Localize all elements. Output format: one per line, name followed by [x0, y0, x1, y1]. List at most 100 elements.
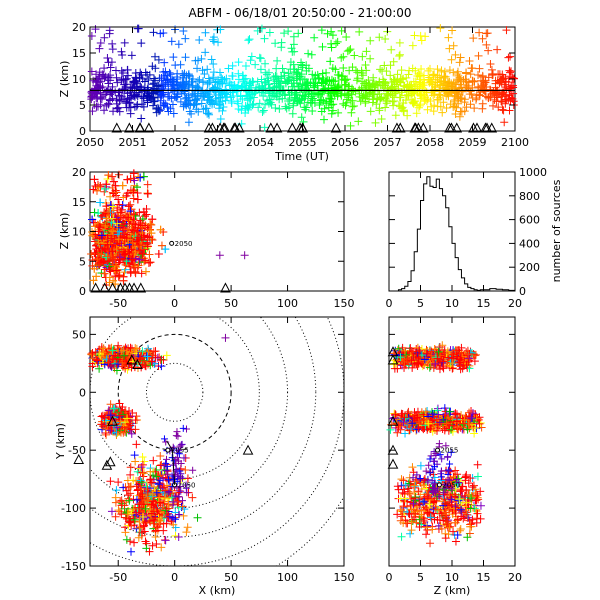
time-height-source — [435, 93, 444, 102]
time-height-source — [456, 53, 465, 62]
time-height-source — [327, 27, 336, 36]
time-height-source — [424, 66, 433, 75]
time-height-source — [191, 95, 200, 104]
time-height-source — [228, 61, 237, 70]
time-height-source — [381, 94, 390, 103]
time-height-source — [255, 99, 264, 108]
time-height-source — [201, 48, 210, 57]
time-height-source — [481, 87, 490, 96]
time-height-source — [297, 58, 306, 67]
time-height-source — [395, 51, 404, 60]
time-height-source — [247, 52, 256, 61]
time-height-source — [197, 54, 206, 63]
time-height-source — [397, 88, 406, 97]
time-height-source — [259, 106, 268, 115]
time-height-source — [377, 93, 386, 102]
time-height-source — [505, 66, 514, 75]
time-height-source — [431, 75, 440, 84]
time-height-source — [507, 67, 516, 76]
time-height-source — [416, 31, 425, 40]
plan-source — [132, 440, 141, 449]
time-height-source — [486, 59, 495, 68]
time-height-source — [310, 75, 319, 84]
x-height-source — [118, 181, 127, 190]
time-height-source — [166, 70, 175, 79]
plan-source — [173, 428, 181, 436]
time-height-source — [297, 70, 306, 79]
time-height-source — [257, 75, 266, 84]
time-height-source — [318, 69, 327, 78]
time-height-source — [120, 38, 129, 47]
time-height-source — [333, 70, 342, 79]
time-height-source — [243, 96, 252, 105]
time-height-source — [117, 76, 126, 85]
time-height-source — [458, 87, 467, 96]
time-height-source — [280, 71, 289, 80]
time-height-source — [440, 67, 449, 76]
time-height-source — [140, 87, 149, 96]
time-height-source — [339, 52, 348, 61]
plan-source — [138, 460, 147, 469]
time-height-source — [402, 91, 411, 100]
time-height-source — [105, 26, 114, 35]
time-height-source — [292, 68, 301, 77]
plan-source — [179, 497, 187, 505]
time-height-source — [410, 97, 419, 106]
time-height-source — [415, 101, 424, 110]
time-height-source — [224, 64, 233, 73]
time-height-source — [331, 65, 340, 74]
plan-source — [188, 493, 197, 502]
time-height-source — [205, 110, 214, 119]
time-height-source — [454, 94, 463, 103]
time-height-source — [401, 96, 410, 105]
plan-source — [182, 528, 191, 537]
time-height-source — [429, 91, 438, 100]
x-height-outlier — [215, 251, 224, 260]
figure-title: ABFM - 06/18/01 20:50:00 - 21:00:00 — [188, 6, 411, 20]
time-height-source — [227, 98, 236, 107]
time-height-source — [479, 85, 488, 94]
time-height-source — [469, 34, 478, 43]
time-height-source — [143, 70, 152, 79]
time-height-source — [436, 24, 445, 33]
time-height-source — [376, 65, 385, 74]
time-height-source — [426, 97, 435, 106]
time-height-source — [169, 109, 178, 118]
time-height-source — [476, 76, 485, 85]
time-height-source — [156, 96, 165, 105]
time-height-source — [493, 45, 502, 54]
time-height-source — [326, 89, 335, 98]
time-height-source — [508, 81, 517, 90]
time-height-source — [100, 33, 109, 42]
time-height-source — [289, 40, 298, 49]
time-height-source — [465, 56, 474, 65]
time-height-source — [494, 103, 503, 112]
x-height-source — [96, 198, 105, 207]
time-height-source — [462, 68, 471, 77]
range-ring — [90, 317, 260, 480]
time-height-source — [264, 76, 273, 85]
time-height-source — [254, 103, 263, 112]
time-height-source — [489, 87, 498, 96]
time-height-source — [441, 72, 450, 81]
time-height-source — [478, 71, 487, 80]
time-height-source — [281, 79, 290, 88]
time-height-source — [112, 73, 121, 82]
time-height-source — [137, 39, 146, 48]
time-height-source — [201, 104, 210, 113]
time-height-source — [134, 24, 143, 33]
time-height-source — [327, 109, 336, 118]
plan-source — [106, 477, 115, 486]
time-height-source — [280, 68, 289, 77]
time-height-source — [163, 103, 172, 112]
plan-source — [162, 438, 170, 446]
time-height-source — [488, 70, 497, 79]
time-height-source — [426, 77, 435, 86]
plan-source — [126, 463, 135, 472]
time-height-source — [499, 106, 508, 115]
time-height-source — [184, 96, 193, 105]
x-height-source — [148, 215, 157, 224]
time-height-source — [403, 90, 412, 99]
time-height-source — [478, 99, 487, 108]
time-height-source — [102, 101, 111, 110]
